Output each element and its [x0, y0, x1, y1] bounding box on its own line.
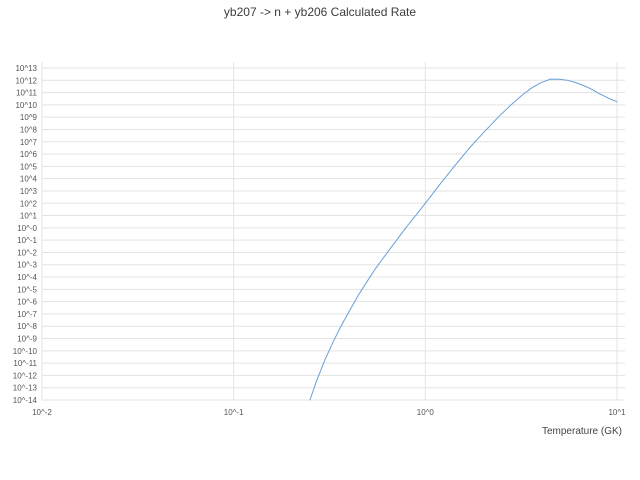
y-tick-label: 10^-12 [13, 371, 38, 380]
chart-title: yb207 -> n + yb206 Calculated Rate [223, 5, 417, 19]
y-tick-label: 10^6 [20, 150, 38, 159]
x-tick-label: 10^0 [417, 408, 435, 417]
x-tick-label: 10^-1 [224, 408, 244, 417]
x-axis-label: Temperature (GK) [541, 426, 622, 437]
y-tick-label: 10^-5 [17, 285, 37, 294]
y-tick-label: 10^5 [20, 162, 38, 171]
y-tick-label: 10^-7 [17, 310, 37, 319]
y-tick-label: 10^-8 [17, 322, 37, 331]
y-tick-label: 10^2 [20, 199, 38, 208]
x-tick-label: 10^-2 [32, 408, 52, 417]
y-tick-label: 10^1 [20, 212, 38, 221]
y-tick-label: 10^9 [20, 113, 38, 122]
y-tick-label: 10^3 [20, 187, 38, 196]
y-tick-label: 10^-14 [13, 396, 38, 405]
y-tick-label: 10^-9 [17, 335, 37, 344]
y-tick-label: 10^-10 [13, 347, 38, 356]
y-tick-label: 10^12 [15, 76, 37, 85]
y-tick-label: 10^-2 [17, 248, 37, 257]
y-tick-label: 10^-4 [17, 273, 37, 282]
y-tick-label: 10^-11 [13, 359, 37, 368]
rate-curve [309, 78, 618, 401]
y-tick-label: 10^4 [20, 175, 38, 184]
y-tick-label: 10^11 [16, 89, 38, 98]
y-tick-label: 10^-13 [13, 384, 38, 393]
y-tick-label: 10^-3 [17, 261, 37, 270]
y-tick-label: 10^7 [20, 138, 38, 147]
y-tick-label: 10^-0 [17, 224, 37, 233]
x-tick-label: 10^1 [608, 408, 626, 417]
y-tick-label: 10^10 [15, 101, 37, 110]
y-tick-label: 10^8 [20, 125, 38, 134]
y-tick-label: 10^13 [15, 64, 37, 73]
y-tick-label: 10^-6 [17, 298, 37, 307]
y-tick-label: 10^-1 [17, 236, 37, 245]
